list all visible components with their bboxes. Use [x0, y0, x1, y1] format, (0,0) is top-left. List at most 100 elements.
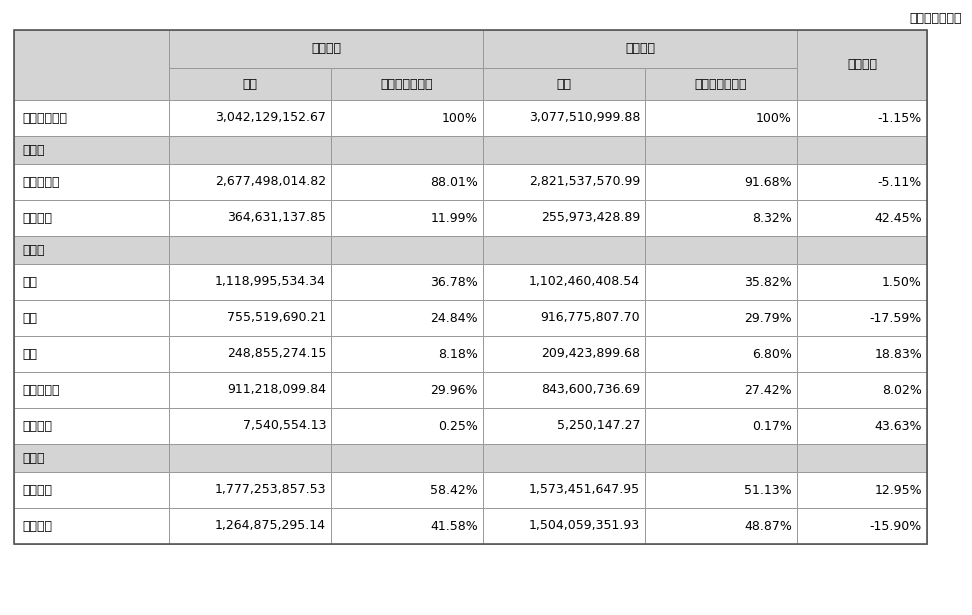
Text: 48.87%: 48.87% — [745, 520, 792, 533]
Text: 364,631,137.85: 364,631,137.85 — [227, 212, 326, 224]
Text: 2,677,498,014.82: 2,677,498,014.82 — [215, 175, 326, 189]
Bar — [797, 136, 927, 164]
Text: -15.90%: -15.90% — [870, 520, 922, 533]
Text: 29.79%: 29.79% — [745, 312, 792, 325]
Text: 1,504,059,351.93: 1,504,059,351.93 — [529, 520, 640, 533]
Bar — [797, 508, 927, 544]
Text: 1,102,460,408.54: 1,102,460,408.54 — [529, 276, 640, 288]
Text: 1.50%: 1.50% — [883, 276, 922, 288]
Bar — [797, 444, 927, 472]
Text: 24.84%: 24.84% — [431, 312, 478, 325]
Bar — [169, 164, 331, 200]
Text: 916,775,807.70: 916,775,807.70 — [540, 312, 640, 325]
Bar — [14, 236, 169, 264]
Bar — [169, 100, 331, 136]
Bar — [483, 444, 645, 472]
Bar — [14, 508, 169, 544]
Text: 18.83%: 18.83% — [874, 347, 922, 360]
Bar — [645, 408, 797, 444]
Bar — [797, 408, 927, 444]
Bar — [797, 200, 927, 236]
Bar — [331, 236, 483, 264]
Text: 3,042,129,152.67: 3,042,129,152.67 — [215, 111, 326, 124]
Text: 同比增减: 同比增减 — [847, 58, 877, 71]
Text: 单位：人民币元: 单位：人民币元 — [910, 12, 962, 25]
Bar — [331, 508, 483, 544]
Text: 营业收入合计: 营业收入合计 — [22, 111, 67, 124]
Bar — [797, 264, 927, 300]
Bar — [331, 136, 483, 164]
Text: 6.80%: 6.80% — [752, 347, 792, 360]
Text: 粽子: 粽子 — [22, 347, 37, 360]
Bar — [645, 300, 797, 336]
Bar — [645, 136, 797, 164]
Bar — [14, 164, 169, 200]
Bar — [14, 30, 927, 544]
Bar — [14, 444, 169, 472]
Bar — [14, 300, 169, 336]
Bar — [169, 30, 483, 68]
Text: 1,573,451,647.95: 1,573,451,647.95 — [529, 483, 640, 496]
Text: 1,777,253,857.53: 1,777,253,857.53 — [215, 483, 326, 496]
Bar — [645, 68, 797, 100]
Text: 2,821,537,570.99: 2,821,537,570.99 — [529, 175, 640, 189]
Text: 水饺: 水饺 — [22, 312, 37, 325]
Bar — [14, 264, 169, 300]
Text: 51.13%: 51.13% — [745, 483, 792, 496]
Bar — [331, 100, 483, 136]
Text: 29.96%: 29.96% — [431, 384, 478, 397]
Text: 汤圆: 汤圆 — [22, 276, 37, 288]
Text: 42.45%: 42.45% — [875, 212, 922, 224]
Text: 分地区: 分地区 — [22, 451, 45, 464]
Text: 上年同期: 上年同期 — [625, 42, 655, 55]
Bar — [797, 372, 927, 408]
Bar — [797, 236, 927, 264]
Text: 分行业: 分行业 — [22, 143, 45, 156]
Text: 911,218,099.84: 911,218,099.84 — [227, 384, 326, 397]
Bar — [483, 300, 645, 336]
Text: 41.58%: 41.58% — [431, 520, 478, 533]
Bar — [169, 236, 331, 264]
Text: 长江以北: 长江以北 — [22, 483, 52, 496]
Bar — [169, 444, 331, 472]
Bar — [331, 300, 483, 336]
Text: 8.32%: 8.32% — [752, 212, 792, 224]
Text: 255,973,428.89: 255,973,428.89 — [540, 212, 640, 224]
Bar — [797, 30, 927, 100]
Bar — [14, 100, 169, 136]
Text: 占营业收入比重: 占营业收入比重 — [381, 77, 434, 90]
Text: 8.18%: 8.18% — [438, 347, 478, 360]
Bar — [645, 100, 797, 136]
Bar — [331, 472, 483, 508]
Bar — [331, 408, 483, 444]
Bar — [169, 508, 331, 544]
Text: 长江以南: 长江以南 — [22, 520, 52, 533]
Text: 零售等市场: 零售等市场 — [22, 175, 59, 189]
Bar — [797, 336, 927, 372]
Text: 11.99%: 11.99% — [431, 212, 478, 224]
Bar — [483, 100, 645, 136]
Bar — [483, 264, 645, 300]
Text: 3,077,510,999.88: 3,077,510,999.88 — [529, 111, 640, 124]
Bar — [483, 508, 645, 544]
Bar — [331, 164, 483, 200]
Text: 7,540,554.13: 7,540,554.13 — [242, 419, 326, 432]
Text: 占营业收入比重: 占营业收入比重 — [695, 77, 747, 90]
Bar — [645, 508, 797, 544]
Text: 5,250,147.27: 5,250,147.27 — [557, 419, 640, 432]
Bar — [483, 236, 645, 264]
Text: 58.42%: 58.42% — [431, 483, 478, 496]
Bar — [797, 164, 927, 200]
Text: 12.95%: 12.95% — [875, 483, 922, 496]
Bar — [14, 30, 169, 100]
Bar — [14, 372, 169, 408]
Text: 843,600,736.69: 843,600,736.69 — [540, 384, 640, 397]
Text: 金额: 金额 — [242, 77, 258, 90]
Text: 1,118,995,534.34: 1,118,995,534.34 — [215, 276, 326, 288]
Bar — [483, 200, 645, 236]
Text: 43.63%: 43.63% — [875, 419, 922, 432]
Bar — [331, 336, 483, 372]
Bar — [169, 336, 331, 372]
Bar — [797, 300, 927, 336]
Text: 248,855,274.15: 248,855,274.15 — [226, 347, 326, 360]
